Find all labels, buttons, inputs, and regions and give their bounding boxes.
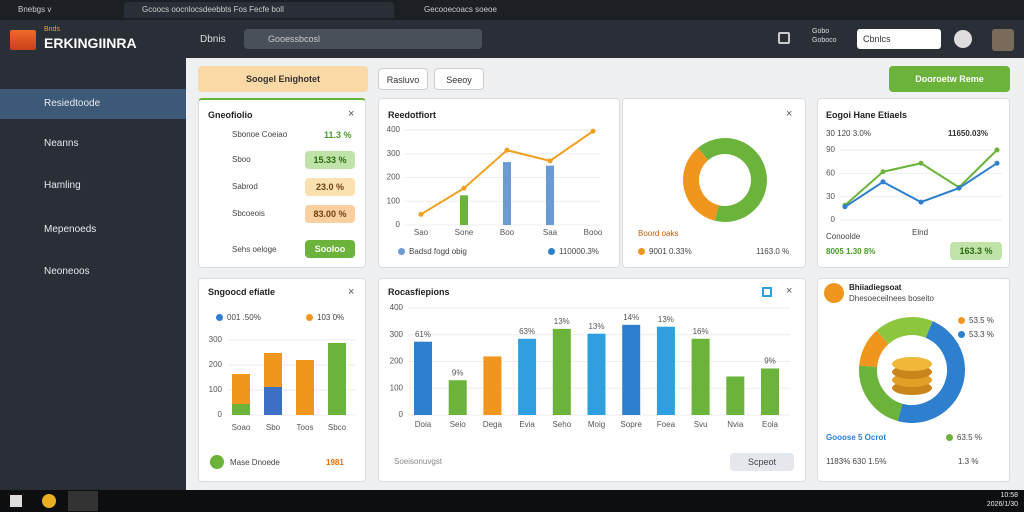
subtitle: 30 120 3.0% <box>826 129 871 138</box>
row-value: 83.00 % <box>305 205 355 223</box>
card-title: Reedotfiort <box>388 110 436 120</box>
time: 10:58 <box>1000 492 1018 499</box>
input[interactable]: Cbnlcs <box>857 29 941 49</box>
card-title: Gneofiolio <box>208 110 253 120</box>
text: Gobo <box>812 28 830 35</box>
subtitle: Dhesoeceilnees boseito <box>849 294 934 303</box>
card <box>817 278 1010 482</box>
card <box>378 98 620 268</box>
app-icon[interactable] <box>42 494 56 508</box>
legend: Gooose 5 Ocrot <box>826 433 887 442</box>
card <box>198 278 366 482</box>
legend: 110000.3% <box>559 247 599 256</box>
close[interactable]: × <box>786 285 793 297</box>
tab-button[interactable]: Rasluvo <box>378 68 428 90</box>
legend: 1.3 % <box>958 457 979 466</box>
card-title: Rocasfiepions <box>388 287 450 297</box>
footer-text: Mase Dnoede <box>230 458 280 467</box>
tab[interactable]: Bnebgs v <box>18 5 52 14</box>
close[interactable]: × <box>348 108 355 120</box>
close[interactable]: × <box>348 286 355 298</box>
avatar[interactable] <box>954 30 972 48</box>
legend: 9001 0.33% <box>649 247 692 256</box>
footer-text: Elnd <box>912 228 929 237</box>
footer-value: 1981 <box>326 458 344 467</box>
legend: 1183% 630 1.5% <box>826 457 887 466</box>
legend-dot <box>216 314 223 322</box>
stat: 163.3 % <box>950 242 1002 260</box>
nav-item[interactable]: Mepenoeds <box>44 224 97 235</box>
start[interactable] <box>10 495 22 507</box>
icon[interactable] <box>762 287 772 297</box>
row-value: 15.33 % <box>305 151 355 169</box>
card-title: Eogoi Hane Etiaels <box>826 110 908 120</box>
taskbar <box>0 490 1024 512</box>
card <box>622 98 806 268</box>
legend: 53.3 % <box>969 330 994 339</box>
row-value: 11.3 % <box>324 130 352 140</box>
footer-text: Soeisonuvgst <box>394 457 443 466</box>
icon[interactable] <box>778 32 790 44</box>
icon <box>210 455 224 469</box>
button[interactable]: Sooloo <box>305 240 355 258</box>
row-label: Sabrod <box>232 182 258 191</box>
date: 2026/1/30 <box>986 501 1018 508</box>
logo: ERKINGIINRA <box>44 35 137 51</box>
legend: 103 0% <box>317 313 345 322</box>
legend-dot <box>306 314 313 322</box>
sidebar <box>0 58 186 490</box>
row-value: 23.0 % <box>305 178 355 196</box>
avatar[interactable] <box>992 29 1014 51</box>
header <box>0 20 1024 58</box>
close[interactable]: × <box>786 108 793 120</box>
nav-item[interactable]: Resiedtoode <box>0 89 186 119</box>
logo-top: Bnds <box>44 26 60 33</box>
search[interactable]: Gooessbcosl <box>244 29 482 49</box>
nav-item[interactable]: Hamling <box>44 180 81 191</box>
action-button[interactable]: Dooroetw Reme <box>889 66 1010 92</box>
tab-button[interactable]: Seeoy <box>434 68 484 90</box>
legend: 001 .50% <box>227 313 261 322</box>
tab[interactable]: Gecooecoacs soeoe <box>424 5 497 14</box>
card <box>378 278 806 482</box>
row-label: Sboo <box>232 155 251 164</box>
card-title: Sngoocd efiatle <box>208 287 276 297</box>
legend: Boord oaks <box>638 229 679 238</box>
nav-item[interactable]: Neoneoos <box>44 266 90 277</box>
tab[interactable]: Gcoocs oocnlocsdeebbts Fos Fecfe boll <box>124 2 394 18</box>
user-label: Gobo Goboco <box>812 27 837 45</box>
menu[interactable]: Dbnis <box>200 34 226 45</box>
stat: 8005 1.30 8% <box>826 247 876 256</box>
filter[interactable]: Soogel Enighotet <box>198 66 368 92</box>
dropdown[interactable]: Scpeot <box>730 453 794 471</box>
footer-text: Sehs oeloge <box>232 245 277 254</box>
row-label: Sbonoe Coeiao <box>232 130 288 139</box>
footer-text: Conoolde <box>826 232 861 241</box>
clock: 10:58 2026/1/30 <box>958 491 1018 509</box>
legend: Badsd fogd obig <box>409 247 467 256</box>
row-label: Sbcoeois <box>232 209 265 218</box>
card-title: Bhiiadiegsoat <box>849 283 902 292</box>
total: 11650.03% <box>948 129 989 138</box>
text: Goboco <box>812 37 837 44</box>
app-icon[interactable] <box>68 491 98 511</box>
logo-icon <box>10 30 36 50</box>
nav-item[interactable]: Neanns <box>44 138 79 149</box>
legend: 53.5 % <box>969 316 994 325</box>
icon <box>824 283 844 303</box>
legend: 63.5 % <box>957 433 982 442</box>
legend: 1163.0 % <box>756 247 790 256</box>
